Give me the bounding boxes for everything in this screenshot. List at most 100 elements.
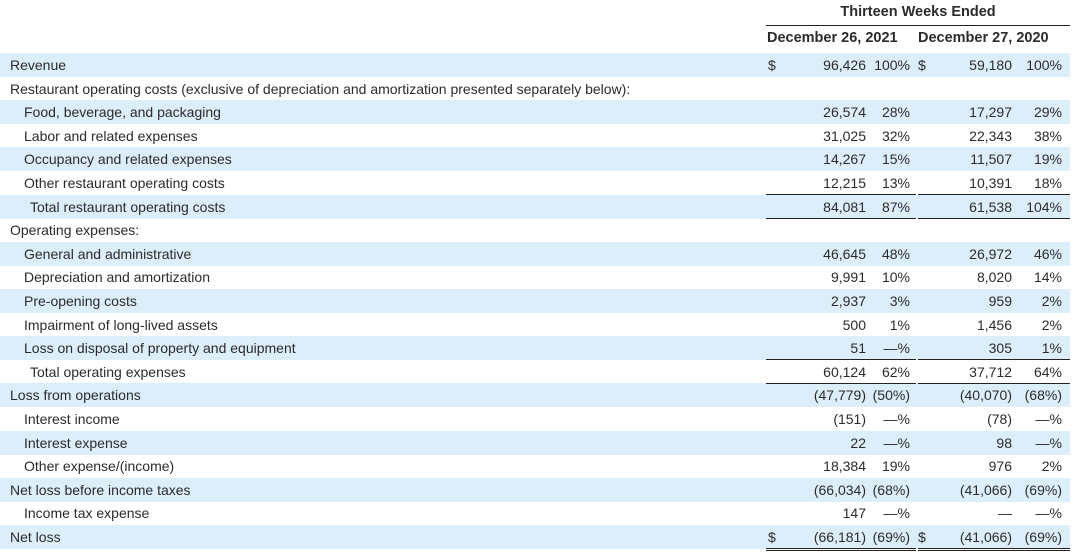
percent-2021: 87% (881, 198, 910, 215)
percent-2020: 18% (1033, 175, 1062, 191)
amount-2020: 37,712 (969, 363, 1012, 380)
total-double-rule (918, 548, 1070, 551)
amount-2021: 22 (850, 434, 866, 451)
table-row: Occupancy and related expenses 14,267 15% 1… (0, 147, 1070, 172)
percent-2020: 14% (1033, 269, 1062, 286)
row-label: Labor and related expenses (24, 127, 198, 144)
row-label: Loss on disposal of property and equipme… (24, 340, 296, 357)
table-row: Total operating expenses 60,124 62% 37,712 6… (0, 360, 1070, 384)
amount-2020: 8,020 (976, 269, 1012, 286)
row-label: Operating expenses: (10, 222, 140, 239)
amount-2021: 60,124 (823, 363, 866, 380)
percent-2021: 15% (881, 151, 910, 168)
percent-2021: 62% (881, 363, 910, 380)
header-rule (766, 25, 1070, 26)
row-label: Income tax expense (24, 505, 150, 522)
amount-2021: 96,426 (823, 57, 866, 73)
amount-2020: 305 (988, 340, 1012, 357)
table-row: Interest expense 22 —% 98 —% (0, 430, 1070, 455)
row-label: Food, beverage, and packaging (24, 104, 221, 121)
row-label: Other restaurant operating costs (24, 175, 225, 191)
amount-2020: 10,391 (969, 175, 1012, 191)
table-row: Interest income (151) —% (78) —% (0, 407, 1070, 431)
row-label: Other expense/(income) (24, 458, 175, 475)
amount-2020: (40,070) (959, 387, 1012, 404)
column-header-2020: December 27, 2020 (918, 30, 1049, 46)
amount-2020: 11,507 (970, 151, 1012, 168)
percent-2021: —% (883, 434, 910, 451)
amount-2020: 59,180 (969, 57, 1012, 73)
amount-2021: 9,991 (830, 269, 866, 286)
period-title: Thirteen Weeks Ended (840, 4, 996, 20)
currency-symbol-2020: $ (918, 57, 926, 73)
amount-2021: 51 (850, 340, 866, 357)
percent-2021: —% (883, 411, 910, 427)
amount-2021: 31,025 (823, 127, 866, 144)
total-rule (766, 382, 916, 384)
total-rule (766, 217, 916, 219)
percent-2021: (69%) (872, 529, 910, 545)
table-row: Income tax expense 147 —% — —% (0, 501, 1070, 525)
amount-2021: 18,384 (823, 458, 866, 475)
table-row: General and administrative 46,645 48% 26,97… (0, 241, 1070, 266)
percent-2020: 38% (1033, 127, 1062, 144)
percent-2021: —% (883, 340, 910, 357)
amount-2021: 500 (842, 316, 866, 333)
amount-2021: 26,574 (823, 104, 866, 121)
percent-2020: 64% (1033, 363, 1062, 380)
amount-2020: 959 (988, 293, 1012, 309)
amount-2021: (47,779) (813, 387, 866, 404)
percent-2021: 28% (881, 104, 910, 121)
amount-2020: 976 (988, 458, 1012, 475)
amount-2020: (78) (987, 411, 1012, 427)
amount-2021: 14,267 (823, 151, 866, 168)
amount-2021: (66,034) (813, 481, 866, 498)
percent-2020: 29% (1033, 104, 1062, 121)
amount-2020: 1,456 (976, 316, 1012, 333)
percent-2021: 10% (881, 269, 910, 286)
row-label: Interest income (24, 411, 120, 427)
row-label: Net loss (10, 529, 61, 545)
percent-2020: 100% (1026, 57, 1062, 73)
amount-2021: (151) (833, 411, 866, 427)
percent-2020: (69%) (1024, 481, 1062, 498)
row-label: Impairment of long-lived assets (24, 316, 218, 333)
currency-symbol-2021: $ (768, 529, 776, 545)
row-label: Pre-opening costs (24, 293, 137, 309)
table-row: Other restaurant operating costs 12,215 13… (0, 171, 1070, 195)
amount-2021: 84,081 (823, 198, 866, 215)
amount-2020: (41,066) (959, 481, 1012, 498)
percent-2021: 100% (874, 57, 910, 73)
row-label: Total restaurant operating costs (30, 198, 226, 215)
amount-2021: 147 (842, 505, 866, 522)
percent-2020: —% (1035, 411, 1062, 427)
percent-2020: 2% (1041, 316, 1062, 333)
table-row: Total restaurant operating costs 84,081 87… (0, 194, 1070, 219)
total-double-rule (766, 548, 916, 551)
amount-2021: 2,937 (830, 293, 866, 309)
table-row: Revenue $96,426 100% $59,180 100% (0, 53, 1070, 77)
table-row: Labor and related expenses 31,025 32% 22,34… (0, 124, 1070, 148)
total-rule (918, 217, 1070, 219)
percent-2021: 13% (881, 175, 910, 191)
percent-2021: (68%) (872, 481, 910, 498)
amount-2020: 61,538 (969, 198, 1012, 215)
table-header: Thirteen Weeks Ended December 26, 2021 D… (0, 0, 1080, 46)
table-row: Pre-opening costs 2,937 3% 959 2% (0, 289, 1070, 313)
percent-2021: 32% (881, 127, 910, 144)
table-row: Loss on disposal of property and equipme… (0, 336, 1070, 361)
subtotal-rule (766, 194, 916, 195)
amount-2021: 12,215 (823, 175, 866, 191)
percent-2020: 2% (1041, 293, 1062, 309)
currency-symbol-2020: $ (918, 529, 926, 545)
row-label: Revenue (10, 57, 67, 73)
total-rule (918, 382, 1070, 384)
percent-2020: 46% (1033, 245, 1062, 262)
amount-2020: — (998, 505, 1012, 522)
percent-2021: 19% (881, 458, 910, 475)
amount-2020: 26,972 (969, 245, 1012, 262)
row-label: General and administrative (24, 245, 192, 262)
table-row: Net loss before income taxes (66,034) (68%… (0, 477, 1070, 502)
row-label: Interest expense (24, 434, 128, 451)
table-row: Impairment of long-lived assets 500 1% 1,45… (0, 313, 1070, 337)
